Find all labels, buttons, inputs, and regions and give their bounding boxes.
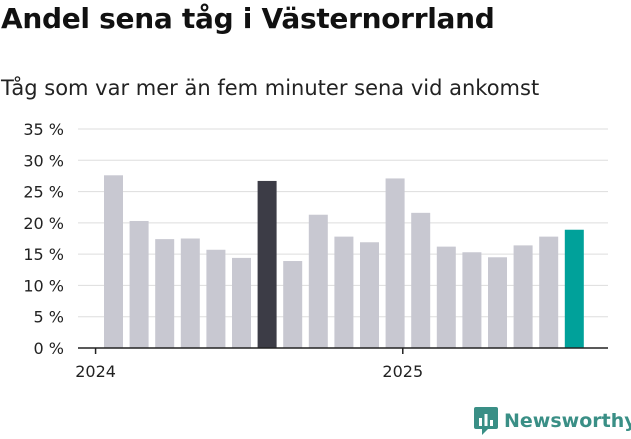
y-tick-label: 35 % (23, 120, 64, 139)
bar (283, 261, 303, 348)
chart-title: Andel sena tåg i Västernorrland (1, 2, 495, 35)
bar (385, 178, 405, 348)
brand-name: Newsworthy (504, 410, 631, 432)
y-tick-label: 10 % (23, 276, 64, 295)
bar (462, 252, 482, 348)
bar-chart: 0 % 5 % 10 % 15 % 20 % 25 % 30 % 35 % 2024 2025 (23, 120, 608, 381)
bar (564, 229, 584, 348)
bar (411, 212, 431, 348)
bar (308, 214, 328, 348)
bar (232, 257, 251, 348)
bar (129, 220, 149, 348)
bar (334, 236, 354, 348)
newsworthy-logo-icon (474, 407, 498, 435)
bar (104, 175, 123, 348)
chart-subtitle: Tåg som var mer än fem minuter sena vid … (1, 76, 540, 100)
y-tick-label: 20 % (23, 214, 64, 233)
y-tick-label: 5 % (34, 308, 64, 327)
bar (436, 246, 456, 348)
y-tick-label: 15 % (23, 245, 64, 264)
bar (488, 257, 507, 348)
bar (180, 238, 200, 348)
y-tick-label: 30 % (23, 151, 64, 170)
bar (257, 180, 277, 348)
y-tick-label: 25 % (23, 183, 64, 202)
x-tick-label: 2025 (382, 362, 423, 381)
bar (206, 249, 226, 348)
y-tick-label: 0 % (34, 339, 64, 358)
brand: Newsworthy (474, 406, 631, 436)
bar (155, 239, 175, 348)
x-tick-label: 2024 (75, 362, 116, 381)
bar (513, 245, 533, 348)
bar (539, 236, 559, 348)
bar (360, 242, 379, 348)
